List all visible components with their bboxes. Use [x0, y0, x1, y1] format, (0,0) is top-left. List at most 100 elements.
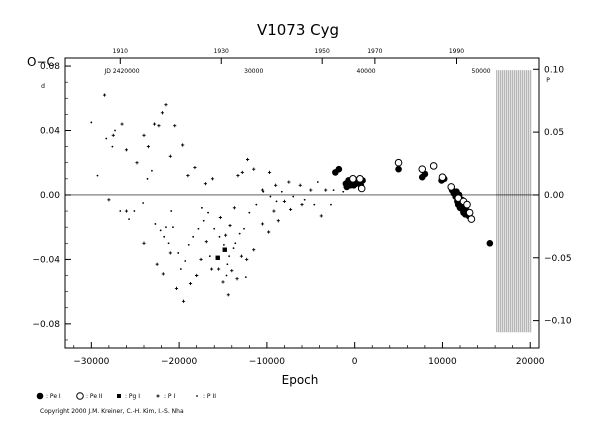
point-p-i — [195, 273, 199, 278]
point-p-ii — [179, 268, 182, 270]
year-tick-label: 1950 — [315, 48, 330, 55]
legend-label: : Pg I — [125, 393, 140, 400]
point-p-ii — [177, 252, 180, 254]
point-p-ii — [202, 219, 205, 222]
x-tick-label: 10000 — [428, 357, 457, 367]
point-p-ii — [213, 227, 216, 230]
point-p-i — [267, 230, 271, 234]
y-tick-label: 0.08 — [40, 62, 60, 72]
point-p-i — [267, 170, 272, 174]
y-tick-label: −0.04 — [32, 255, 60, 265]
point-p-i — [210, 177, 215, 181]
point-p-i — [300, 203, 304, 207]
point-pe-ii — [357, 184, 366, 193]
point-p-i — [252, 167, 256, 171]
point-p-i — [240, 170, 244, 174]
point-p-i — [288, 207, 293, 212]
point-p-i — [142, 241, 146, 245]
point-p-ii — [248, 211, 251, 214]
point-p-ii — [225, 274, 228, 277]
legend-label: : Pe II — [86, 393, 103, 400]
point-p-i — [160, 111, 165, 115]
point-p-ii — [342, 190, 345, 193]
point-p-i — [209, 267, 214, 271]
legend-marker-p-i — [156, 394, 160, 398]
point-p-ii — [262, 190, 265, 193]
point-p-ii — [159, 229, 162, 232]
point-pe-ii — [349, 175, 357, 183]
future-region-band — [496, 70, 532, 333]
point-p-ii — [226, 263, 229, 266]
point-p-i — [224, 233, 228, 237]
point-p-ii — [192, 235, 195, 238]
point-p-i — [298, 183, 302, 187]
point-p-ii — [142, 202, 145, 204]
point-p-i — [173, 124, 177, 128]
right-axis-unit: P — [546, 77, 550, 84]
right-y-tick-label: 0.00 — [544, 191, 564, 201]
y-tick-label: 0.04 — [40, 127, 60, 137]
point-p-i — [199, 257, 203, 261]
right-y-tick-label: −0.10 — [544, 317, 572, 327]
point-p-ii — [187, 243, 190, 246]
point-p-ii — [316, 181, 319, 183]
point-p-i — [193, 165, 197, 170]
point-p-ii — [128, 218, 130, 221]
legend-label: : P II — [203, 393, 216, 400]
point-p-ii — [167, 242, 170, 245]
point-pe-i — [395, 165, 402, 173]
y-axis-title: O−C — [27, 55, 55, 69]
point-p-i — [217, 267, 221, 271]
point-p-i — [135, 161, 139, 165]
point-p-ii — [197, 227, 200, 230]
legend-marker-p-ii — [196, 395, 198, 397]
jd-tick-label: 40000 — [357, 68, 376, 75]
point-pg-i — [215, 255, 220, 260]
point-p-ii — [243, 227, 245, 230]
point-p-ii — [163, 235, 166, 238]
jd-tick-label: JD 2420000 — [104, 68, 140, 75]
point-p-i — [239, 254, 244, 258]
point-p-ii — [119, 210, 122, 212]
legend-label: : P I — [164, 393, 175, 400]
point-p-i — [204, 240, 208, 244]
legend-marker-pg-i — [117, 394, 121, 398]
point-p-ii — [292, 195, 295, 198]
x-tick-label: 0 — [352, 357, 358, 367]
point-p-ii — [201, 206, 203, 209]
point-pe-ii — [467, 215, 476, 223]
point-pe-i — [486, 239, 494, 247]
point-p-ii — [269, 195, 272, 198]
point-p-i — [221, 280, 225, 284]
point-p-i — [276, 219, 280, 223]
point-p-i — [142, 133, 146, 137]
point-pe-ii — [463, 200, 471, 209]
point-p-ii — [114, 129, 116, 132]
x-tick-label: −10000 — [249, 357, 285, 367]
point-p-ii — [238, 232, 241, 235]
point-p-i — [245, 157, 250, 162]
point-p-i — [309, 188, 313, 192]
x-axis-title: Epoch — [282, 373, 319, 387]
point-pe-ii — [447, 183, 456, 191]
point-p-ii — [111, 145, 114, 148]
point-p-i — [124, 148, 129, 152]
x-tick-label: 20000 — [516, 357, 545, 367]
point-pe-ii — [438, 173, 447, 182]
point-pe-ii — [418, 165, 427, 173]
chart-title: V1073 Cyg — [257, 21, 339, 39]
point-pe-ii — [356, 175, 364, 183]
point-p-i — [157, 124, 161, 128]
year-tick-label: 1930 — [214, 48, 229, 55]
point-p-ii — [222, 243, 225, 246]
year-tick-label: 1970 — [367, 48, 382, 55]
point-p-i — [272, 209, 276, 213]
point-p-ii — [184, 260, 187, 262]
point-p-i — [282, 199, 287, 203]
legend-marker-pe-ii — [76, 392, 84, 400]
point-p-i — [324, 188, 328, 192]
point-p-ii — [303, 198, 306, 201]
point-p-i — [164, 103, 168, 107]
point-p-ii — [255, 203, 258, 206]
point-p-ii — [146, 177, 149, 180]
